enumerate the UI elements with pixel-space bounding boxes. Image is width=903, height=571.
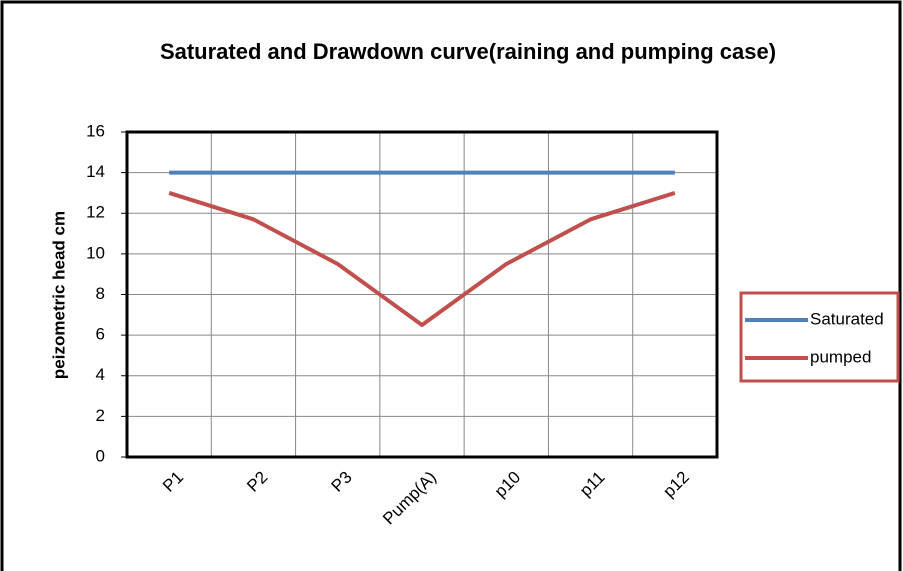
y-tick-label: 4: [96, 365, 105, 384]
y-tick-label: 14: [86, 162, 105, 181]
y-tick-label: 16: [86, 121, 105, 140]
y-tick-label: 8: [96, 284, 105, 303]
chart-title: Saturated and Drawdown curve(raining and…: [159, 39, 777, 64]
y-tick-label: 6: [96, 325, 105, 344]
y-tick-label: 0: [96, 446, 105, 465]
y-tick-label: 2: [96, 406, 105, 425]
series-line: [168, 191, 676, 327]
y-tick-label: 12: [86, 203, 105, 222]
legend-label: pumped: [810, 347, 871, 366]
plot-border: [125, 130, 719, 459]
y-axis-label: peizometric head cm: [49, 211, 68, 379]
legend-box: [739, 291, 900, 383]
y-tick-label: 10: [86, 243, 105, 262]
legend-label: Saturated: [810, 309, 884, 328]
